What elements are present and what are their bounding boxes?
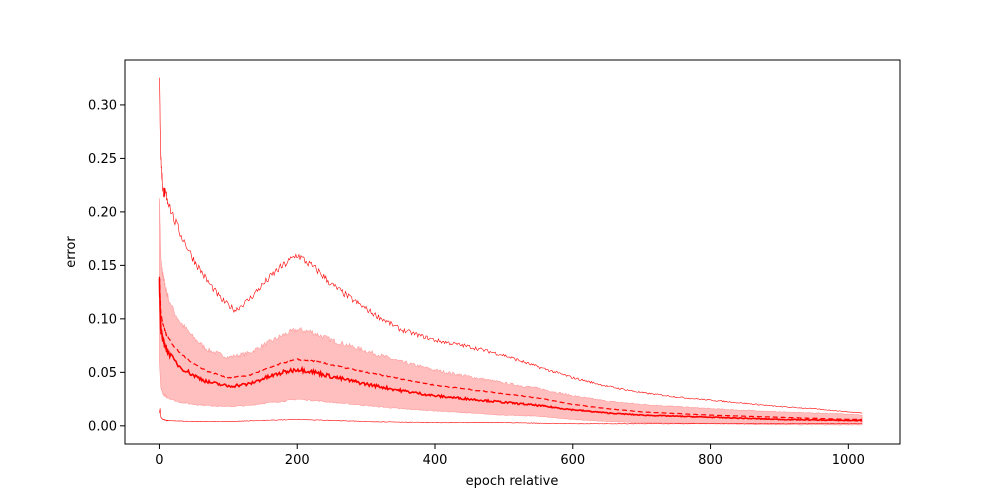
- y-tick-label: 0.15: [88, 259, 117, 274]
- y-axis-ticks: 0.00 0.05 0.10 0.15 0.20 0.25 0.30: [88, 98, 125, 434]
- series-layer: [158, 77, 863, 425]
- series-line-median: [158, 278, 863, 422]
- series-line-min: [159, 408, 863, 425]
- y-tick-label: 0.25: [88, 152, 117, 167]
- spread-band: [159, 198, 863, 426]
- spread-band-layer: [159, 198, 863, 426]
- x-axis-ticks: 0 200 400 600 800 1000: [155, 444, 865, 468]
- x-tick-label: 0: [155, 453, 163, 468]
- x-tick-label: 800: [698, 453, 723, 468]
- x-tick-label: 200: [285, 453, 310, 468]
- y-tick-label: 0.00: [88, 419, 117, 434]
- x-axis-label: epoch relative: [466, 474, 559, 489]
- series-line-mean: [158, 276, 863, 421]
- x-tick-label: 600: [560, 453, 585, 468]
- series-line-max: [159, 77, 863, 414]
- y-tick-label: 0.20: [88, 205, 117, 220]
- plot-frame: [124, 59, 901, 445]
- y-tick-label: 0.10: [88, 312, 117, 327]
- y-tick-label: 0.30: [88, 98, 117, 113]
- y-tick-label: 0.05: [88, 366, 117, 381]
- y-axis-label: error: [64, 236, 79, 268]
- x-tick-label: 400: [423, 453, 448, 468]
- x-tick-label: 1000: [832, 453, 865, 468]
